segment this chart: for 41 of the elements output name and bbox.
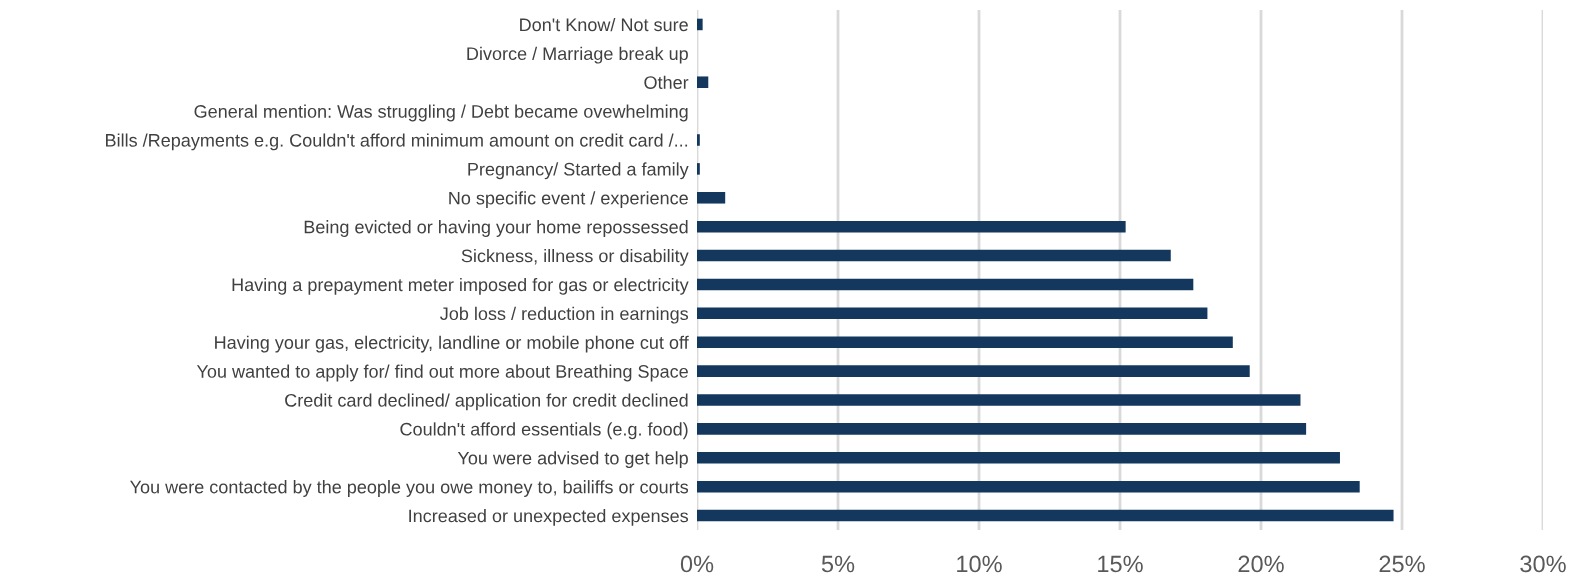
bar xyxy=(697,192,726,204)
bar xyxy=(697,452,1340,464)
y-tick-label: Couldn't afford essentials (e.g. food) xyxy=(400,422,688,440)
bar xyxy=(697,336,1233,348)
y-tick-label: Don't Know/ Not sure xyxy=(520,17,688,32)
bar xyxy=(697,423,1307,435)
bar xyxy=(697,365,1250,377)
x-tick-label: 0% xyxy=(680,555,714,573)
bar xyxy=(697,249,1171,262)
y-tick-label: Pregnancy/ Started a family xyxy=(468,162,689,180)
y-tick-label: Bills /Repayments e.g. Couldn't afford minimum amount on credit card /... xyxy=(106,133,688,151)
x-tick-label: 15% xyxy=(1098,555,1143,573)
y-tick-label: Having your gas, electricity, landline or mobile phone cut off xyxy=(215,335,689,353)
y-tick-label: Having a prepayment meter imposed for gas or electricity xyxy=(232,277,689,295)
y-tick-label: Credit card declined/ application for credit declined xyxy=(285,393,688,411)
y-tick-label: Being evicted or having your home repossessed xyxy=(304,220,688,237)
bar xyxy=(697,480,1360,493)
x-tick-label: 5% xyxy=(821,555,855,573)
bar xyxy=(697,18,703,31)
bar xyxy=(697,307,1208,320)
x-tick-label: 30% xyxy=(1520,555,1566,573)
bar xyxy=(697,76,709,88)
y-tick-label: You wanted to apply for/ find out more about Breathing Space xyxy=(196,364,688,382)
y-tick-label: Job loss / reduction in earnings xyxy=(440,306,689,324)
x-tick-label: 20% xyxy=(1238,555,1284,573)
y-tick-label: Other xyxy=(644,75,689,89)
bar xyxy=(697,220,1126,233)
y-tick-label: No specific event / experience xyxy=(449,191,688,209)
y-tick-label: Increased or unexpected expenses xyxy=(409,509,689,526)
bar xyxy=(697,134,700,146)
y-tick-label: You were contacted by the people you owe money to, bailiffs or courts xyxy=(130,480,689,497)
bar xyxy=(697,278,1194,291)
x-tick-label: 10% xyxy=(957,555,1002,573)
bar xyxy=(697,163,700,175)
y-tick-label: General mention: Was struggling / Debt became ovewhelming xyxy=(194,104,688,122)
y-tick-label: Divorce / Marriage break up xyxy=(467,46,688,64)
y-tick-label: Sickness, illness or disability xyxy=(461,249,689,266)
y-tick-label: You were advised to get help xyxy=(457,451,688,469)
x-tick-label: 25% xyxy=(1379,555,1425,573)
bar xyxy=(697,394,1301,406)
bar xyxy=(697,509,1394,522)
